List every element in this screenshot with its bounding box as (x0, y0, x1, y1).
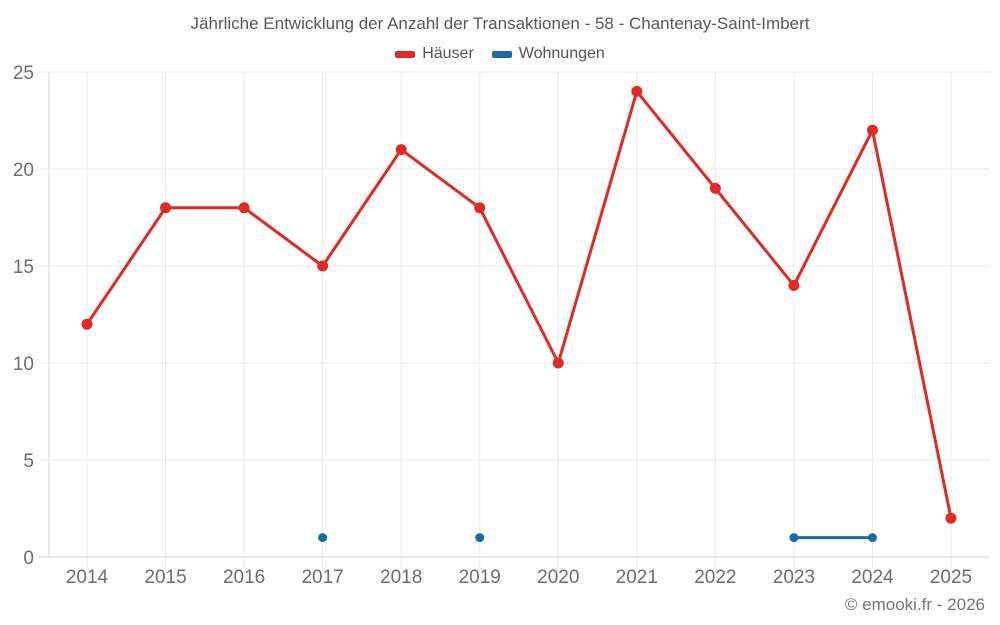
x-tick-label: 2021 (616, 567, 658, 588)
data-point-Häuser-2023[interactable] (788, 279, 800, 291)
x-tick-label: 2014 (66, 567, 109, 588)
data-point-Häuser-2021[interactable] (631, 85, 643, 97)
legend: Häuser Wohnungen (0, 45, 1000, 63)
y-tick-label: 25 (13, 63, 34, 84)
data-point-Häuser-2024[interactable] (866, 124, 878, 136)
series-line-Häuser (85, 89, 953, 520)
data-point-Wohnungen-2023[interactable] (789, 533, 799, 543)
chart-title: Jährliche Entwicklung der Anzahl der Tra… (190, 14, 810, 33)
x-tick-label: 2016 (223, 567, 265, 588)
legend-label-hauser: Häuser (422, 45, 474, 62)
x-tick-label: 2024 (851, 567, 894, 588)
y-tick-label: 5 (23, 451, 34, 472)
y-tick-label: 15 (13, 257, 34, 278)
y-tick-label: 10 (13, 354, 34, 375)
data-point-Häuser-2015[interactable] (160, 202, 172, 214)
data-point-Häuser-2020[interactable] (552, 357, 564, 369)
x-tick-label: 2023 (773, 567, 815, 588)
data-point-Häuser-2025[interactable] (945, 512, 957, 524)
legend-swatch-wohnungen-icon (491, 50, 512, 58)
legend-label-wohnungen: Wohnungen (518, 45, 605, 62)
x-tick-label: 2015 (144, 567, 186, 588)
y-tick-label: 20 (13, 160, 34, 181)
data-point-Häuser-2022[interactable] (709, 182, 721, 194)
data-point-Wohnungen-2017[interactable] (318, 533, 328, 543)
data-point-Häuser-2014[interactable] (81, 318, 93, 330)
legend-item-wohnungen[interactable]: Wohnungen (491, 45, 605, 63)
x-tick-label: 2025 (930, 567, 972, 588)
x-tick-label: 2017 (301, 567, 343, 588)
copyright-footer: © emooki.fr - 2026 (844, 595, 985, 614)
x-tick-label: 2020 (537, 567, 579, 588)
data-point-Wohnungen-2024[interactable] (867, 533, 877, 543)
legend-swatch-hauser-icon (395, 50, 416, 58)
data-point-Wohnungen-2019[interactable] (475, 533, 485, 543)
data-point-Häuser-2017[interactable] (317, 260, 329, 272)
x-tick-label: 2019 (459, 567, 501, 588)
legend-item-hauser[interactable]: Häuser (395, 45, 474, 63)
y-tick-label: 0 (23, 548, 34, 569)
data-point-Häuser-2018[interactable] (395, 144, 407, 156)
x-tick-label: 2018 (380, 567, 422, 588)
data-point-Häuser-2019[interactable] (474, 202, 486, 214)
x-tick-label: 2022 (694, 567, 736, 588)
data-point-Häuser-2016[interactable] (238, 202, 250, 214)
